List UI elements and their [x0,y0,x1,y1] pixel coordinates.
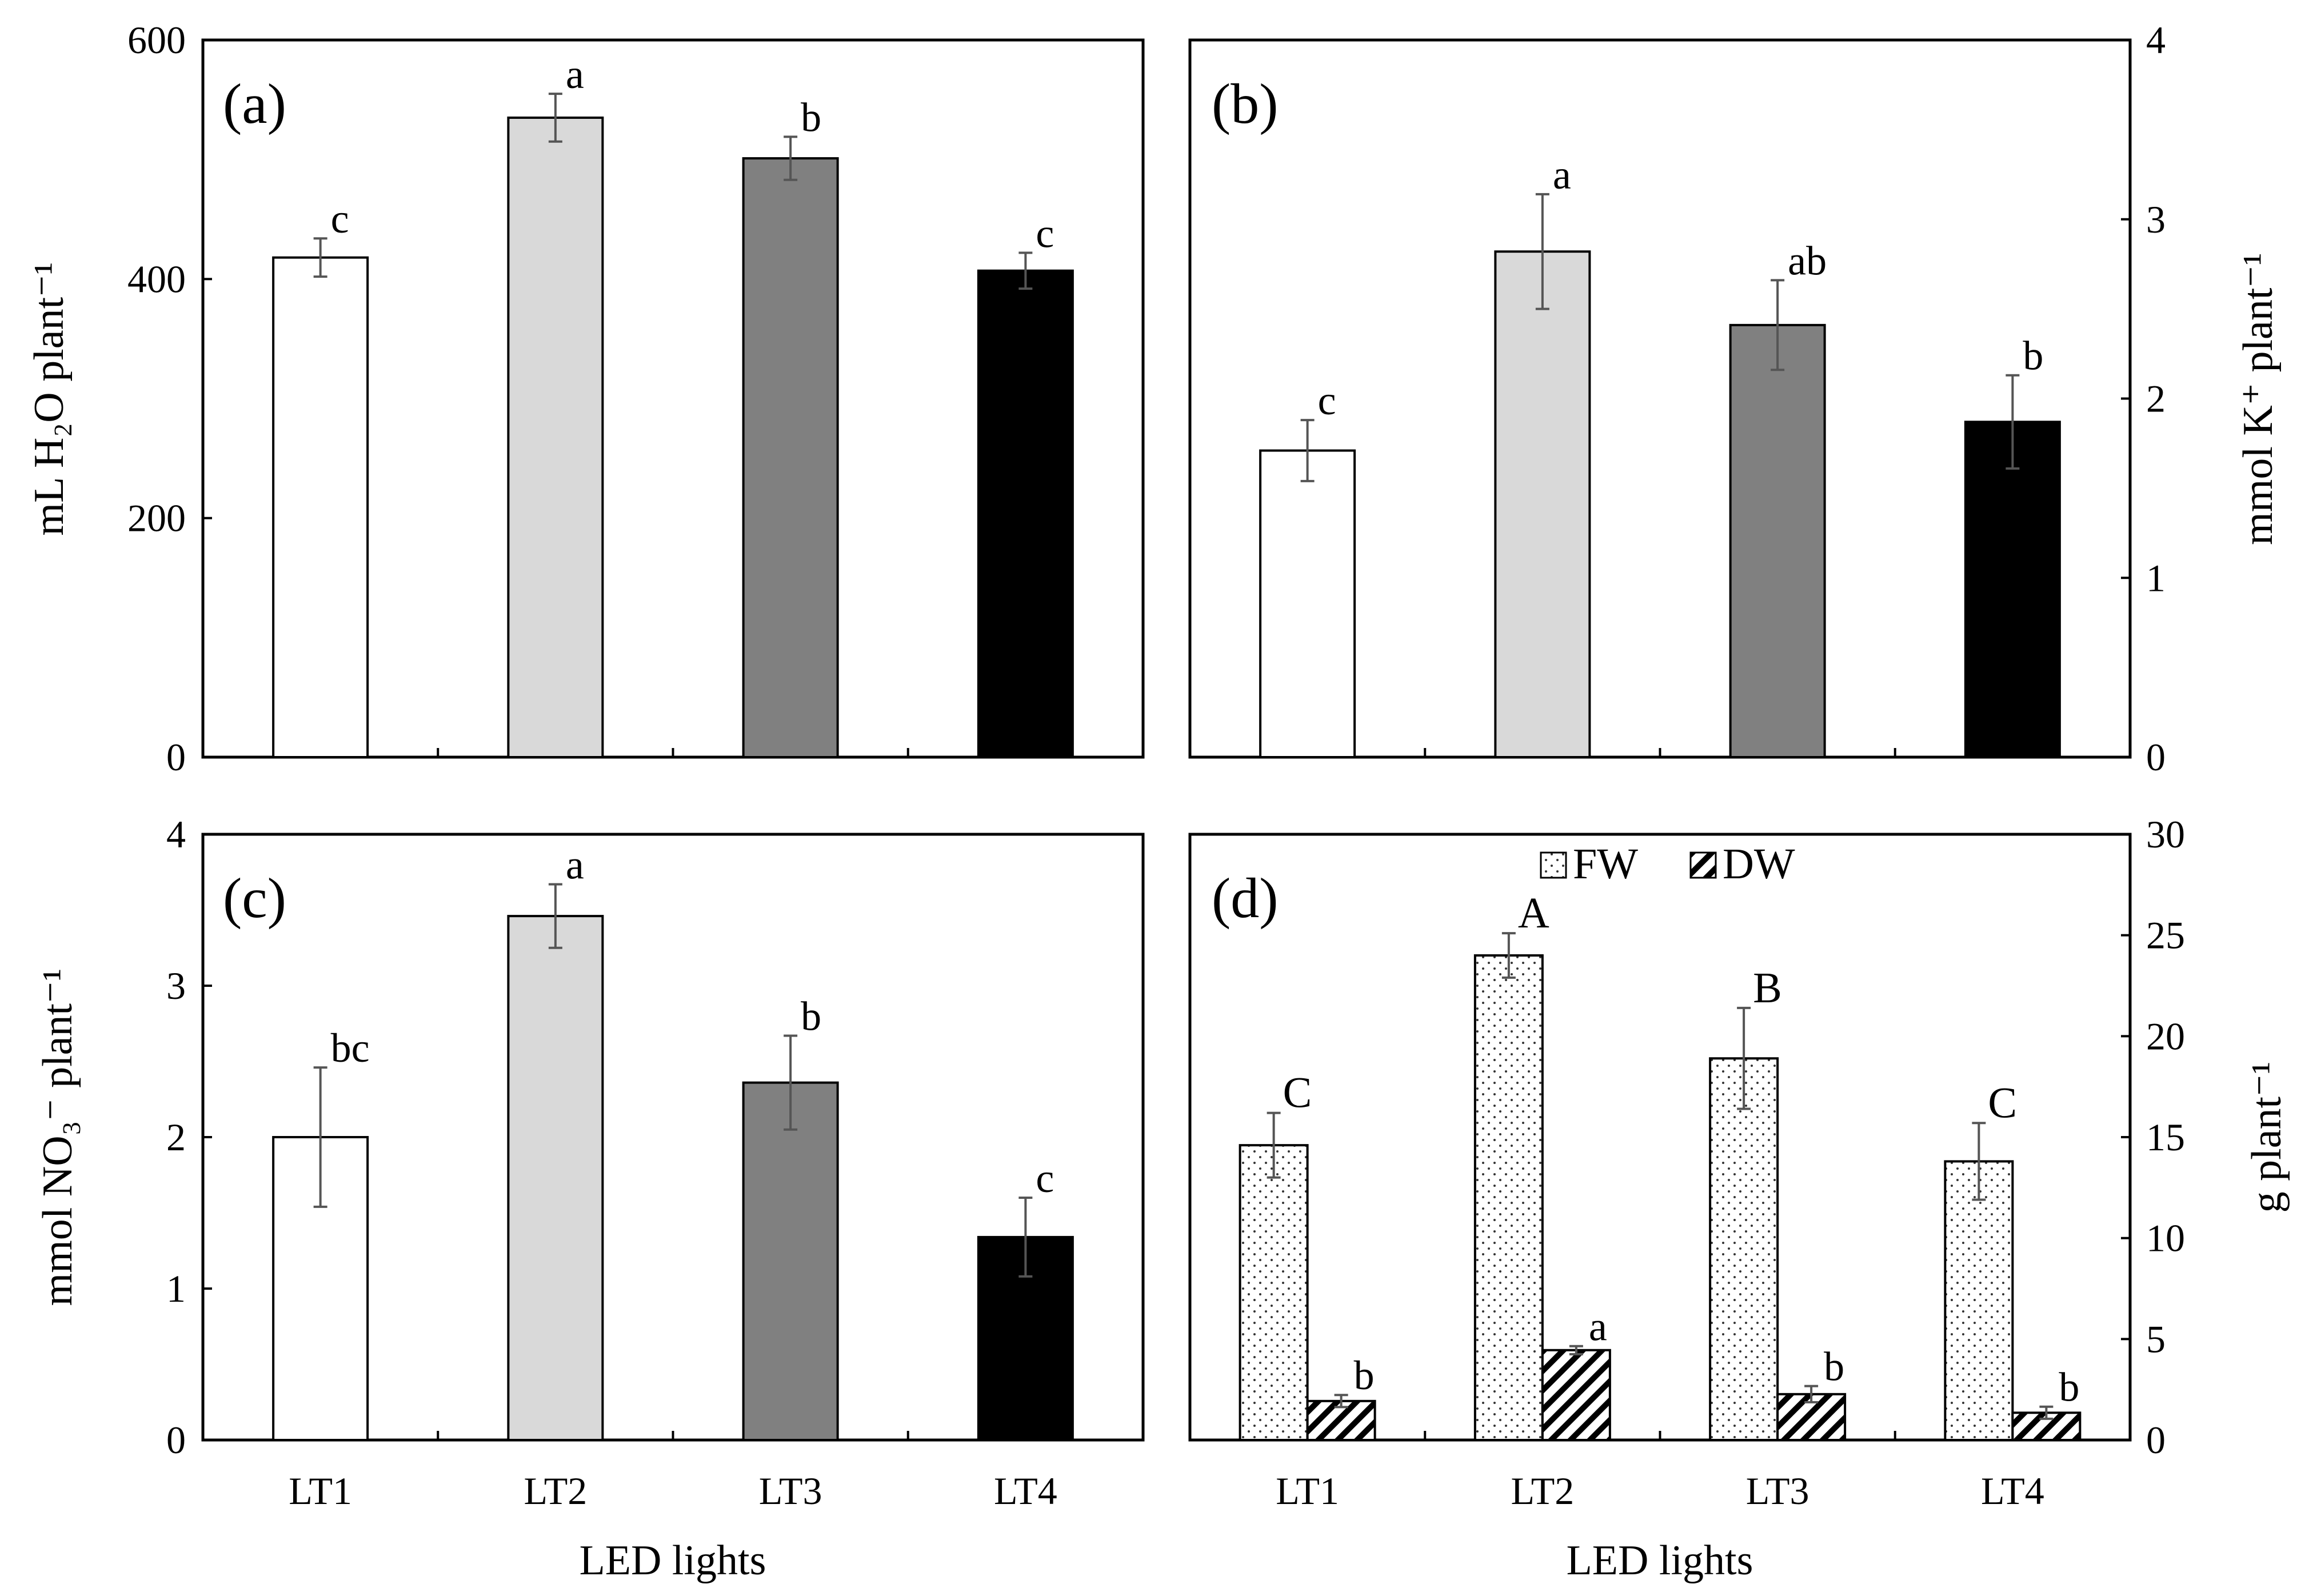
y-tick-label: 25 [2146,914,2185,957]
significance-label-lt2: a [566,51,584,97]
bar-lt2 [507,915,604,1441]
y-tick-label: 2 [2146,377,2166,421]
y-tick-label: 0 [2146,735,2166,779]
significance-label-dw-lt2: a [1589,1304,1607,1350]
significance-label-lt3: b [801,94,821,140]
y-tick-label: 15 [2146,1115,2185,1159]
legend-fw-swatch [1540,851,1567,879]
significance-label-lt4: b [2023,333,2043,379]
panel-d-xticks: LT1 LT2 LT3 LT4 [1276,1431,2044,1513]
panel-b-xticks [1424,748,1896,757]
significance-label-fw-lt1: C [1283,1069,1312,1117]
bar-fw-lt4 [1944,1160,2014,1442]
bar-lt2 [507,116,604,758]
bar-lt2 [1494,250,1591,759]
significance-label-lt3: b [801,993,821,1039]
bar-lt1 [1259,449,1356,758]
y-tick-label: 1 [166,1267,186,1310]
significance-label-lt4: c [1036,1155,1054,1201]
y-tick-label: 0 [166,1418,186,1462]
bar-lt3 [742,1081,839,1441]
y-tick-label: 0 [2146,1418,2166,1462]
x-tick-label-lt4: LT4 [1981,1469,2044,1513]
panel-a-xticks [437,748,909,757]
bar-dw-lt2 [1541,1349,1611,1441]
x-tick-label-lt3: LT3 [759,1469,822,1513]
panel-c-ylabel: mmol NO₃⁻ plant⁻¹ [34,969,81,1306]
significance-label-lt1: c [1318,378,1336,423]
panel-a-bars: c a b c [272,51,1074,759]
y-tick-label: 5 [2146,1317,2166,1361]
significance-label-lt3: ab [1788,238,1827,283]
significance-label-dw-lt4: b [2059,1365,2079,1410]
y-tick-label: 30 [2146,813,2185,856]
y-tick-label: 20 [2146,1014,2185,1058]
significance-label-lt1: bc [331,1025,370,1071]
panel-d-ylabel: g plant⁻¹ [2243,1062,2290,1213]
significance-label-lt4: c [1036,210,1054,256]
x-tick-label-lt1: LT1 [1276,1469,1339,1513]
y-tick-label: 4 [166,813,186,856]
y-tick-label: 400 [127,257,186,301]
panel-c-xlabel: LED lights [580,1537,766,1584]
significance-label-lt2: a [1553,152,1571,198]
panel-d-legend: FW DW [1540,840,1795,888]
x-tick-label-lt2: LT2 [1511,1469,1574,1513]
panel-a: (a) 0 200 400 600 c a b c mL H₂O plant⁻¹ [26,18,1145,779]
bar-lt1 [272,256,369,758]
x-tick-label-lt4: LT4 [994,1469,1057,1513]
bar-fw-lt1 [1239,1144,1309,1441]
bar-lt3 [742,157,839,759]
bar-fw-lt3 [1709,1057,1779,1441]
y-tick-label: 2 [166,1115,186,1159]
panel-b-yticks: 0 1 2 3 4 [2121,18,2166,779]
significance-label-dw-lt1: b [1354,1353,1375,1398]
significance-label-fw-lt4: C [1988,1079,2017,1127]
panel-b-ylabel: mmol K⁺ plant⁻¹ [2235,253,2282,545]
x-tick-label-lt2: LT2 [524,1469,587,1513]
legend-dw-label: DW [1723,840,1795,888]
panel-d-xlabel: LED lights [1567,1537,1753,1584]
bar-lt4 [977,269,1074,759]
y-tick-label: 3 [2146,198,2166,241]
x-tick-label-lt1: LT1 [289,1469,352,1513]
panel-d-label: (d) [1212,866,1279,930]
panel-c-yticks: 0 1 2 3 4 [166,813,212,1462]
panel-d: (d) 0 5 10 15 20 25 30 LT1 LT2 LT3 LT4 Cb Aa Bb Cb g… [1188,813,2290,1584]
y-tick-label: 600 [127,18,186,62]
significance-label-lt2: a [566,842,584,887]
panel-d-yticks: 0 5 10 15 20 25 30 [2121,813,2185,1462]
y-tick-label: 4 [2146,18,2166,62]
significance-label-fw-lt2: A [1518,889,1549,937]
significance-label-dw-lt3: b [1824,1344,1844,1390]
significance-label-fw-lt3: B [1753,964,1782,1012]
bar-lt3 [1729,323,1826,758]
y-tick-label: 10 [2146,1217,2185,1260]
y-tick-label: 3 [166,964,186,1007]
legend-dw-swatch [1689,851,1717,879]
legend-fw-label: FW [1573,840,1638,888]
panel-b-label: (b) [1212,72,1279,135]
bar-fw-lt2 [1473,954,1544,1441]
panel-b: (b) 0 1 2 3 4 c a ab b mmol K⁺ plant⁻¹ [1188,18,2282,779]
panel-d-bars: Cb Aa Bb Cb [1239,889,2082,1442]
y-tick-label: 200 [127,497,186,540]
panel-c-xticks: LT1 LT2 LT3 LT4 [289,1431,1057,1513]
panel-a-label: (a) [223,72,286,135]
bar-lt4 [1964,421,2061,758]
panel-a-yticks: 0 200 400 600 [127,18,212,779]
panel-a-ylabel: mL H₂O plant⁻¹ [26,262,73,536]
significance-label-lt1: c [331,196,349,242]
panel-c-label: (c) [223,866,286,930]
y-tick-label: 1 [2146,556,2166,599]
panel-b-bars: c a ab b [1259,152,2061,759]
x-tick-label-lt3: LT3 [1746,1469,1809,1513]
y-tick-label: 0 [166,735,186,779]
